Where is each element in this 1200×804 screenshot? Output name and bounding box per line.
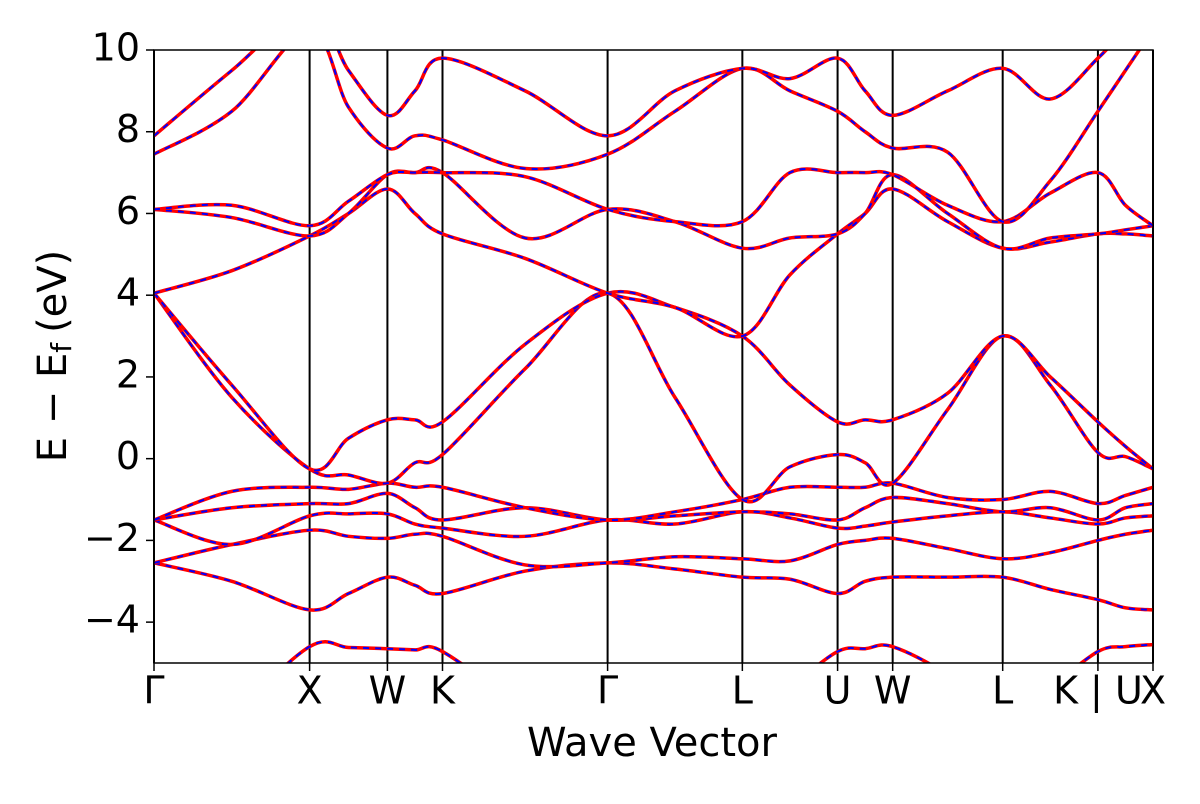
x-tick-label: W xyxy=(874,669,912,713)
band-line-overlay xyxy=(154,50,1108,137)
bands xyxy=(154,50,1153,663)
y-axis-label: E − Ef (eV) xyxy=(30,250,78,463)
y-axis-label-main: E − E xyxy=(30,353,76,463)
y-axis-label-unit: (eV) xyxy=(30,250,76,333)
band-line-overlay xyxy=(154,481,1153,521)
y-tick-label: −2 xyxy=(84,516,140,560)
x-tick-label: K xyxy=(430,669,456,713)
band-line-overlay xyxy=(154,528,1153,568)
x-tick-label: W xyxy=(369,669,407,713)
x-tick-label: K | U xyxy=(1053,669,1143,714)
y-tick-label: 2 xyxy=(116,352,140,396)
band-line xyxy=(285,640,1153,663)
x-tick-label: U xyxy=(824,669,852,713)
band-line xyxy=(154,165,1153,251)
y-tick-label: −4 xyxy=(84,598,140,642)
y-tick-label: 6 xyxy=(116,189,140,233)
band-line-overlay xyxy=(154,492,1153,522)
x-tick-label: L xyxy=(992,669,1013,713)
x-tick-label: Γ xyxy=(143,669,164,713)
x-axis-label: Wave Vector xyxy=(527,720,778,766)
x-tick-label: X xyxy=(1140,669,1166,713)
y-tick-label: 0 xyxy=(116,434,140,478)
band-line-overlay xyxy=(154,510,1153,546)
y-tick-label: 8 xyxy=(116,107,140,151)
y-tick-label: 4 xyxy=(116,271,140,315)
x-tick-label: Γ xyxy=(597,669,618,713)
plot-frame xyxy=(153,49,1154,664)
x-tick-label: L xyxy=(732,669,753,713)
band-line-overlay xyxy=(154,561,1153,611)
y-tick-label: 10 xyxy=(92,26,140,70)
y-axis-label-sub: f xyxy=(45,342,78,353)
band-line-overlay xyxy=(154,290,1153,472)
band-line-overlay xyxy=(154,50,1141,224)
x-tick-label: X xyxy=(297,669,323,713)
